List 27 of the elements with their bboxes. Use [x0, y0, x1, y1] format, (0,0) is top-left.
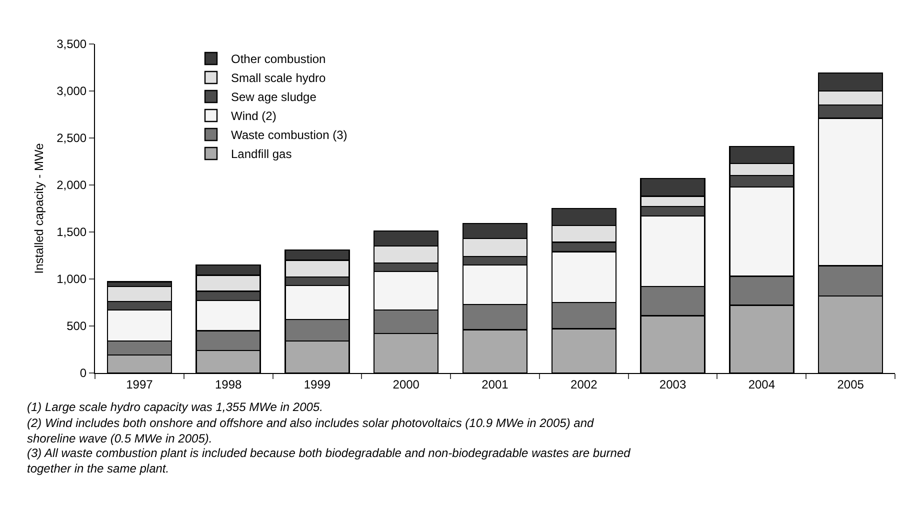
x-tick-label: 2003: [659, 377, 686, 392]
legend-label: Sew age sludge: [231, 90, 317, 104]
text: (3) All waste combustion plant is included because both biodegradable and non-biodegradable wastes are burned together in the same plant.: [27, 446, 631, 476]
y-tick-label: 2,500: [56, 131, 87, 146]
legend-label: Landfill gas: [231, 147, 292, 162]
legend-label: Waste combustion (3): [231, 128, 348, 142]
legend-label: Small scale hydro: [231, 71, 326, 86]
y-tick-label: 500: [66, 319, 87, 334]
y-tick-label: 0: [80, 366, 87, 380]
y-tick-label: 1,000: [56, 272, 87, 286]
y-axis-title: Installed capacity - MWe: [32, 142, 46, 274]
text: (1) Large scale hydro capacity was 1,355 MWe in 2005.: [27, 400, 323, 414]
y-tick-label: 3,500: [56, 37, 87, 52]
x-tick-label: 1997: [126, 377, 154, 392]
y-tick-label: 2,000: [56, 178, 87, 192]
legend-label: Other combustion: [231, 52, 326, 66]
x-tick-label: 2000: [392, 377, 420, 392]
text: (2) Wind includes both onshore and offshore and also includes solar photovoltaics (10.9 MWe in 2005) and shoreline wave (0.5 MWe in 2005).: [27, 416, 594, 446]
x-tick-label: 2002: [570, 377, 598, 392]
y-tick-label: 1,500: [56, 225, 87, 240]
x-tick-label: 1999: [304, 377, 331, 392]
x-tick-label: 2004: [748, 377, 776, 392]
x-tick-label: 2005: [837, 377, 864, 392]
x-tick-label: 1998: [214, 377, 242, 392]
x-tick-label: 2001: [482, 377, 509, 392]
legend-label: Wind (2): [231, 109, 276, 124]
y-tick-label: 3,000: [56, 84, 87, 98]
